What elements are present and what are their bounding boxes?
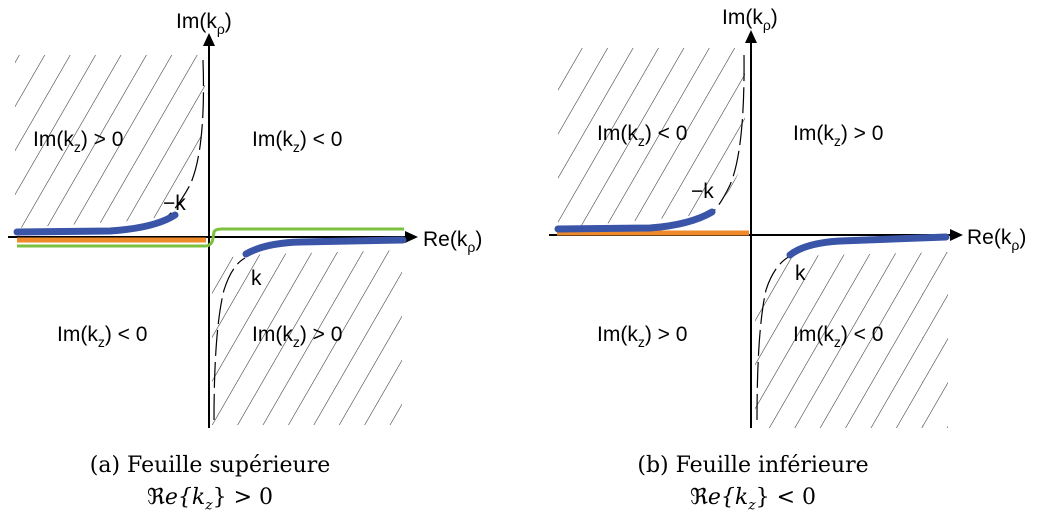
branch-label-k: k <box>251 267 262 290</box>
hatched-region-top-left <box>15 55 205 228</box>
branch-minus-k <box>554 208 716 233</box>
caption-b-line2: ℜe{kz} < 0 <box>689 485 817 514</box>
panel-b: Im(kρ) Re(kρ) Im(kz) < 0 Im(kz) > 0 Im(k… <box>549 6 1026 428</box>
quadrant-label-bottom-right: Im(kz) > 0 <box>252 323 342 350</box>
hatched-region-bottom-right <box>755 252 948 428</box>
branch-label-k: k <box>795 262 806 285</box>
hatched-region-top-left <box>558 48 745 228</box>
quadrant-label-top-right: Im(kz) > 0 <box>793 122 883 149</box>
imag-axis-label: Im(kρ) <box>722 6 778 33</box>
branch-minus-k <box>13 211 179 236</box>
quadrant-label-top-right: Im(kz) < 0 <box>252 128 342 155</box>
imag-axis-label: Im(kρ) <box>176 10 232 37</box>
hatched-region-bottom-right <box>212 250 402 425</box>
quadrant-label-bottom-left: Im(kz) > 0 <box>597 323 687 350</box>
caption-b: (b) Feuille inférieure ℜe{kz} < 0 <box>523 450 983 521</box>
real-axis-arrowhead <box>950 229 963 241</box>
quadrant-label-top-left: Im(kz) > 0 <box>33 128 123 155</box>
imag-axis-arrowhead <box>745 30 757 43</box>
caption-a-line2: ℜe{kz} > 0 <box>146 485 274 514</box>
quadrant-label-bottom-left: Im(kz) < 0 <box>57 323 147 350</box>
quadrant-label-bottom-right: Im(kz) < 0 <box>793 323 883 350</box>
caption-a-line1: (a) Feuille supérieure <box>89 453 331 478</box>
caption-a: (a) Feuille supérieure ℜe{kz} > 0 <box>0 450 440 521</box>
real-axis-label: Re(kρ) <box>423 228 482 255</box>
branch-label-minus-k: −k <box>163 192 186 215</box>
real-axis-label: Re(kρ) <box>967 226 1026 253</box>
branch-k <box>786 233 950 259</box>
caption-b-line1: (b) Feuille inférieure <box>637 453 869 478</box>
branch-label-minus-k: −k <box>691 180 714 203</box>
imag-axis-arrowhead <box>203 33 215 46</box>
panel-a: Im(kρ) Re(kρ) Im(kz) > 0 Im(kz) < 0 Im(k… <box>8 10 482 428</box>
quadrant-label-top-left: Im(kz) < 0 <box>597 122 687 149</box>
real-axis-arrowhead <box>405 231 418 243</box>
integration-contour-green <box>17 227 404 248</box>
branch-k <box>242 236 407 258</box>
